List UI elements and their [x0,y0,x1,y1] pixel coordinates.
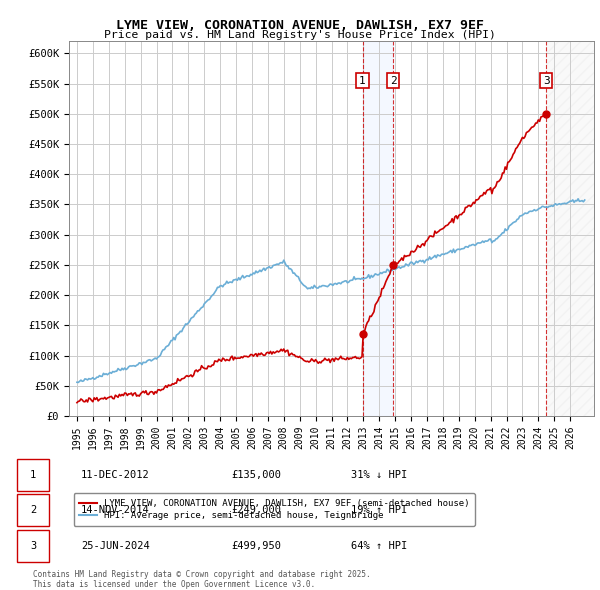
Text: 2: 2 [30,506,36,515]
Bar [362,41,393,416]
Text: £135,000: £135,000 [231,470,281,480]
Text: 1: 1 [30,470,36,480]
Text: 3: 3 [30,541,36,550]
FancyBboxPatch shape [17,530,49,562]
Text: £499,950: £499,950 [231,541,281,550]
Bar [546,41,594,416]
FancyBboxPatch shape [17,494,49,526]
Text: Price paid vs. HM Land Registry's House Price Index (HPI): Price paid vs. HM Land Registry's House … [104,30,496,40]
Text: £249,000: £249,000 [231,506,281,515]
Legend: LYME VIEW, CORONATION AVENUE, DAWLISH, EX7 9EF (semi-detached house), HPI: Avera: LYME VIEW, CORONATION AVENUE, DAWLISH, E… [74,493,475,526]
Text: 64% ↑ HPI: 64% ↑ HPI [351,541,407,550]
Text: 3: 3 [543,76,550,86]
Text: 25-JUN-2024: 25-JUN-2024 [81,541,150,550]
Text: LYME VIEW, CORONATION AVENUE, DAWLISH, EX7 9EF: LYME VIEW, CORONATION AVENUE, DAWLISH, E… [116,19,484,32]
Text: 11-DEC-2012: 11-DEC-2012 [81,470,150,480]
Text: Contains HM Land Registry data © Crown copyright and database right 2025.
This d: Contains HM Land Registry data © Crown c… [33,570,371,589]
Text: 2: 2 [389,76,397,86]
Text: 19% ↑ HPI: 19% ↑ HPI [351,506,407,515]
Text: 14-NOV-2014: 14-NOV-2014 [81,506,150,515]
Text: 1: 1 [359,76,366,86]
FancyBboxPatch shape [17,459,49,491]
Text: 31% ↓ HPI: 31% ↓ HPI [351,470,407,480]
